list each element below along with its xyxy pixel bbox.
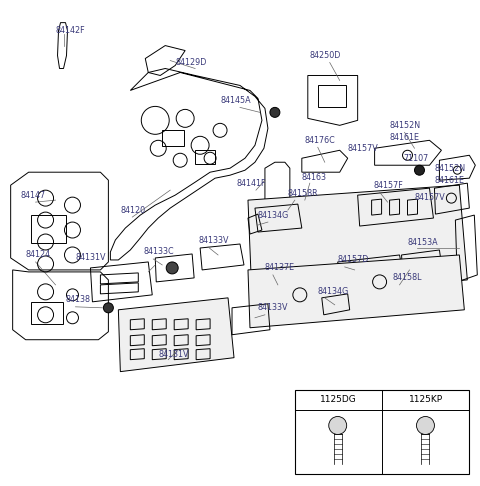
Text: 84145A: 84145A xyxy=(220,96,251,105)
Bar xyxy=(31,302,62,324)
Polygon shape xyxy=(248,185,468,298)
Text: 84158R: 84158R xyxy=(288,189,319,198)
Text: 84147: 84147 xyxy=(21,191,46,200)
Text: 84124: 84124 xyxy=(25,250,51,260)
Text: 84161E: 84161E xyxy=(434,175,465,185)
Text: 84133V: 84133V xyxy=(198,236,228,244)
Text: 84157F: 84157F xyxy=(373,181,403,190)
Text: 71107: 71107 xyxy=(404,154,429,163)
Text: 84141F: 84141F xyxy=(236,179,265,188)
Text: 84134G: 84134G xyxy=(318,287,349,296)
Text: 84134G: 84134G xyxy=(258,210,289,220)
Text: 84176C: 84176C xyxy=(305,136,336,145)
Polygon shape xyxy=(119,298,234,372)
Text: 84138: 84138 xyxy=(65,295,91,304)
Text: 1125DG: 1125DG xyxy=(320,395,357,404)
Circle shape xyxy=(417,417,434,434)
Bar xyxy=(162,130,184,146)
Text: 84133V: 84133V xyxy=(258,303,288,312)
Text: 84158L: 84158L xyxy=(393,274,422,282)
Bar xyxy=(318,86,346,107)
Text: 84161E: 84161E xyxy=(390,133,420,142)
Bar xyxy=(31,215,65,243)
Text: 84152N: 84152N xyxy=(434,164,466,173)
Polygon shape xyxy=(248,255,464,328)
Text: 84129D: 84129D xyxy=(175,58,206,67)
Text: 84157D: 84157D xyxy=(338,256,369,264)
Text: 1125KP: 1125KP xyxy=(408,395,443,404)
Text: 84157V: 84157V xyxy=(348,144,378,153)
Circle shape xyxy=(166,262,178,274)
Text: 84131V: 84131V xyxy=(75,254,106,262)
Circle shape xyxy=(270,107,280,117)
Text: 84120: 84120 xyxy=(120,206,145,215)
Bar xyxy=(295,390,469,474)
Circle shape xyxy=(415,165,424,175)
Text: 84142F: 84142F xyxy=(56,26,85,35)
Text: 84131V: 84131V xyxy=(158,350,189,359)
Text: 84157V: 84157V xyxy=(415,192,445,202)
Circle shape xyxy=(329,417,347,434)
Text: 84137E: 84137E xyxy=(265,263,295,273)
Text: 84250D: 84250D xyxy=(310,51,341,60)
Bar xyxy=(195,150,215,164)
Text: 84152N: 84152N xyxy=(390,121,420,130)
Text: 84133C: 84133C xyxy=(144,247,174,257)
Text: 84163: 84163 xyxy=(302,173,327,182)
Circle shape xyxy=(103,303,113,313)
Text: 84153A: 84153A xyxy=(408,238,438,246)
